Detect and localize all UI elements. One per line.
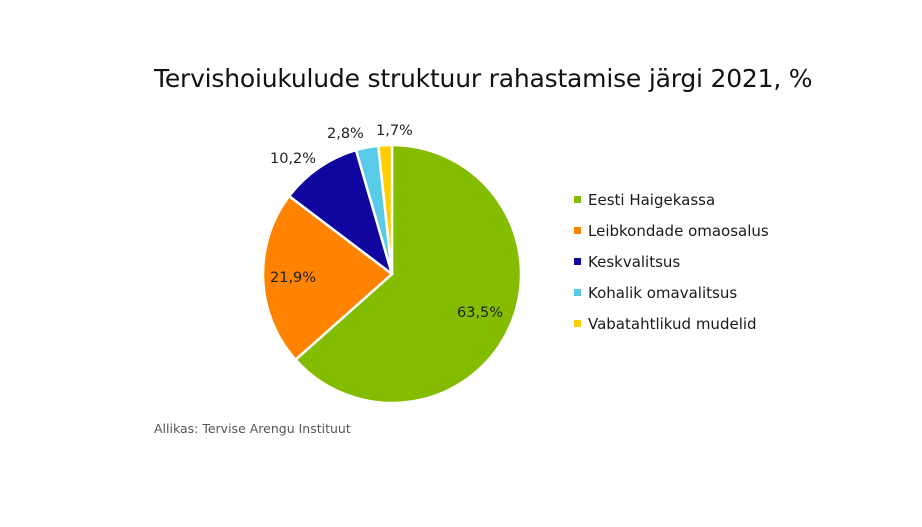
legend-item-vabatahtlikud-mudelid: Vabatahtlikud mudelid xyxy=(574,308,769,339)
source-note: Allikas: Tervise Arengu Instituut xyxy=(154,421,351,436)
legend-swatch-icon xyxy=(574,196,581,203)
label-eesti-haigekassa: 63,5% xyxy=(457,305,504,321)
pie-slice-keskvalitsus xyxy=(287,148,394,276)
label-vabatahtlikud-mudelid: 1,7% xyxy=(376,123,413,139)
legend-swatch-icon xyxy=(574,289,581,296)
legend-label: Eesti Haigekassa xyxy=(588,190,716,209)
legend-label: Keskvalitsus xyxy=(588,252,681,271)
label-leibkondade-omaosalus: 21,9% xyxy=(270,270,317,286)
legend-item-eesti-haigekassa: Eesti Haigekassa xyxy=(574,184,769,215)
legend-label: Vabatahtlikud mudelid xyxy=(588,314,757,333)
label-keskvalitsus: 10,2% xyxy=(270,151,317,167)
pie-slice-eesti-haigekassa xyxy=(294,143,523,405)
pie-slice-leibkondade-omaosalus xyxy=(261,194,394,361)
legend-label: Kohalik omavalitsus xyxy=(588,283,738,302)
legend-label: Leibkondade omaosalus xyxy=(588,221,769,240)
chart-title: Tervishoiukulude struktuur rahastamise j… xyxy=(154,64,813,93)
label-kohalik-omavalitsus: 2,8% xyxy=(327,126,364,142)
pie-slice-vabatahtlikud-mudelid xyxy=(377,143,394,276)
legend-swatch-icon xyxy=(574,320,581,327)
legend-item-leibkondade-omaosalus: Leibkondade omaosalus xyxy=(574,215,769,246)
chart-legend: Eesti Haigekassa Leibkondade omaosalus K… xyxy=(574,184,769,339)
legend-item-kohalik-omavalitsus: Kohalik omavalitsus xyxy=(574,277,769,308)
legend-item-keskvalitsus: Keskvalitsus xyxy=(574,246,769,277)
legend-swatch-icon xyxy=(574,227,581,234)
legend-swatch-icon xyxy=(574,258,581,265)
